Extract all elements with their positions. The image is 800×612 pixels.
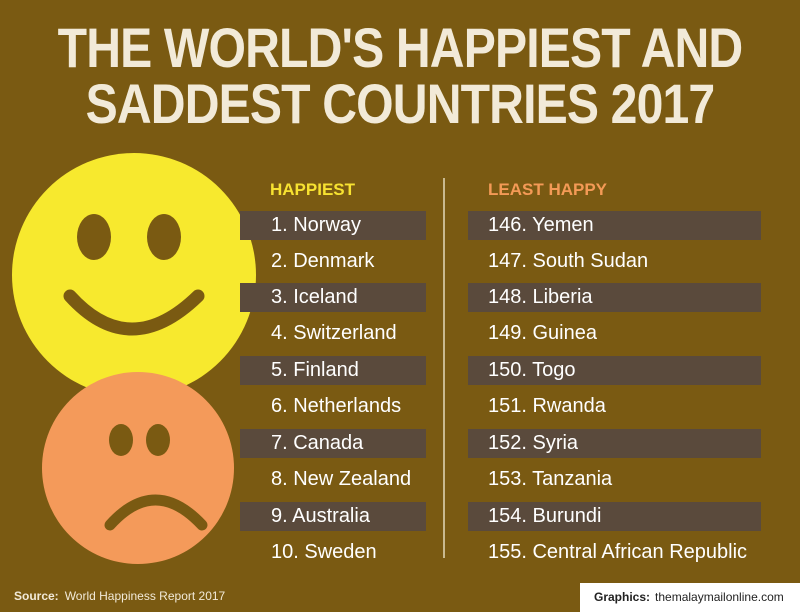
list-item: 7. Canada [240,429,426,458]
list-item: 10. Sweden [271,541,377,563]
happiest-heading: HAPPIEST [270,180,356,199]
graphics-credit: Graphics: themalaymailonline.com [580,583,800,612]
list-item: 152. Syria [468,429,761,458]
page-title: THE WORLD'S HAPPIEST AND SADDEST COUNTRI… [56,20,744,132]
least-happy-heading: LEAST HAPPY [488,180,608,199]
list-item: 2. Denmark [271,250,375,272]
title-line-2: SADDEST COUNTRIES 2017 [85,72,716,135]
list-item: 1. Norway [240,211,426,240]
list-item: 5. Finland [240,356,426,385]
list-item: 150. Togo [468,356,761,385]
sad-face-icon [42,372,234,564]
list-item: 8. New Zealand [271,468,412,490]
list-item: 4. Switzerland [271,322,397,344]
list-item: 6. Netherlands [271,395,402,417]
graphics-value: themalaymailonline.com [655,590,784,604]
list-item: 9. Australia [240,502,426,531]
list-item: 148. Liberia [468,283,761,312]
title-line-1: THE WORLD'S HAPPIEST AND [57,16,744,79]
list-item: 146. Yemen [468,211,761,240]
source-label: Source: [14,589,59,603]
list-item: 149. Guinea [488,322,597,344]
list-item: 154. Burundi [468,502,761,531]
source-credit: Source: World Happiness Report 2017 [14,589,225,603]
source-value: World Happiness Report 2017 [64,589,226,603]
list-item: 155. Central African Republic [488,541,748,563]
list-item: 147. South Sudan [488,250,649,272]
list-item: 3. Iceland [240,283,426,312]
list-item: 153. Tanzania [488,468,613,490]
column-divider [443,178,445,558]
smiley-face-icon [12,153,256,397]
list-item: 151. Rwanda [488,395,606,417]
graphics-label: Graphics: [594,590,651,604]
